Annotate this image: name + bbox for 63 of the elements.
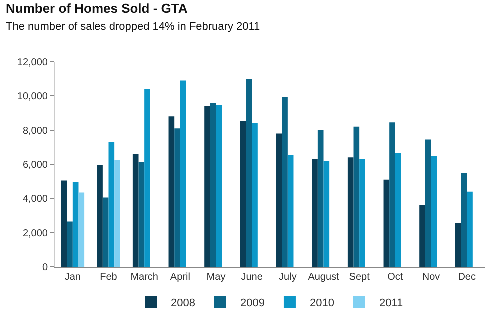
x-tick-label: Feb — [100, 272, 118, 283]
bar — [276, 134, 282, 267]
bar — [354, 126, 360, 267]
x-tick-label: Oct — [388, 272, 404, 283]
bar — [431, 156, 438, 267]
bar — [282, 97, 288, 267]
bar — [180, 80, 186, 267]
bar — [420, 206, 426, 267]
x-tick-label: Sept — [349, 272, 370, 283]
bar — [395, 153, 402, 267]
bar — [168, 116, 175, 267]
bar — [288, 155, 294, 267]
x-tick-label: Jan — [64, 272, 81, 283]
legend-label: 2010 — [310, 297, 334, 310]
bar — [348, 158, 354, 267]
y-tick-label: 10,000 — [17, 92, 48, 103]
bar — [252, 124, 258, 267]
bar — [425, 140, 432, 267]
bar — [390, 122, 396, 267]
bar — [132, 154, 139, 267]
x-tick-label: July — [279, 272, 297, 283]
y-tick-label: 4,000 — [22, 194, 48, 206]
bar — [78, 192, 85, 267]
bar — [72, 182, 79, 267]
legend-label: 2008 — [171, 297, 196, 310]
bar — [174, 128, 180, 267]
x-tick-label: August — [308, 272, 340, 283]
x-tick-label: May — [206, 272, 226, 283]
bar — [204, 106, 210, 267]
bar — [312, 159, 318, 267]
x-tick-label: June — [241, 272, 264, 283]
x-tick-label: April — [170, 272, 190, 283]
y-tick-label: 8,000 — [22, 126, 48, 137]
x-tick-label: Dec — [458, 272, 476, 283]
chart-subtitle: The number of sales dropped 14% in February 2011 — [6, 21, 260, 34]
bar — [210, 103, 216, 267]
x-tick-label: Nov — [422, 272, 440, 283]
bar — [61, 180, 68, 267]
bar — [102, 198, 109, 267]
bar — [67, 222, 73, 267]
bar — [455, 223, 462, 267]
bar — [216, 106, 222, 267]
bar — [240, 120, 246, 267]
y-tick-label: 0 — [42, 262, 48, 274]
bar — [467, 192, 473, 267]
bar — [108, 142, 115, 267]
chart-title: Number of Homes Sold - GTA — [6, 1, 188, 16]
x-tick-label: March — [130, 272, 158, 283]
y-tick-label: 2,000 — [22, 228, 48, 240]
bar — [114, 160, 120, 267]
bar — [324, 161, 330, 267]
bar — [246, 79, 252, 267]
bar — [138, 162, 145, 267]
bar — [360, 159, 366, 267]
bar — [318, 130, 324, 267]
y-tick-label: 6,000 — [22, 160, 48, 171]
bar — [144, 89, 150, 267]
legend-label: 2011 — [379, 297, 404, 310]
bar — [461, 173, 468, 267]
bar — [97, 165, 103, 267]
y-tick-label: 12,000 — [17, 58, 48, 68]
legend-label: 2009 — [240, 297, 265, 310]
bar — [384, 180, 390, 267]
